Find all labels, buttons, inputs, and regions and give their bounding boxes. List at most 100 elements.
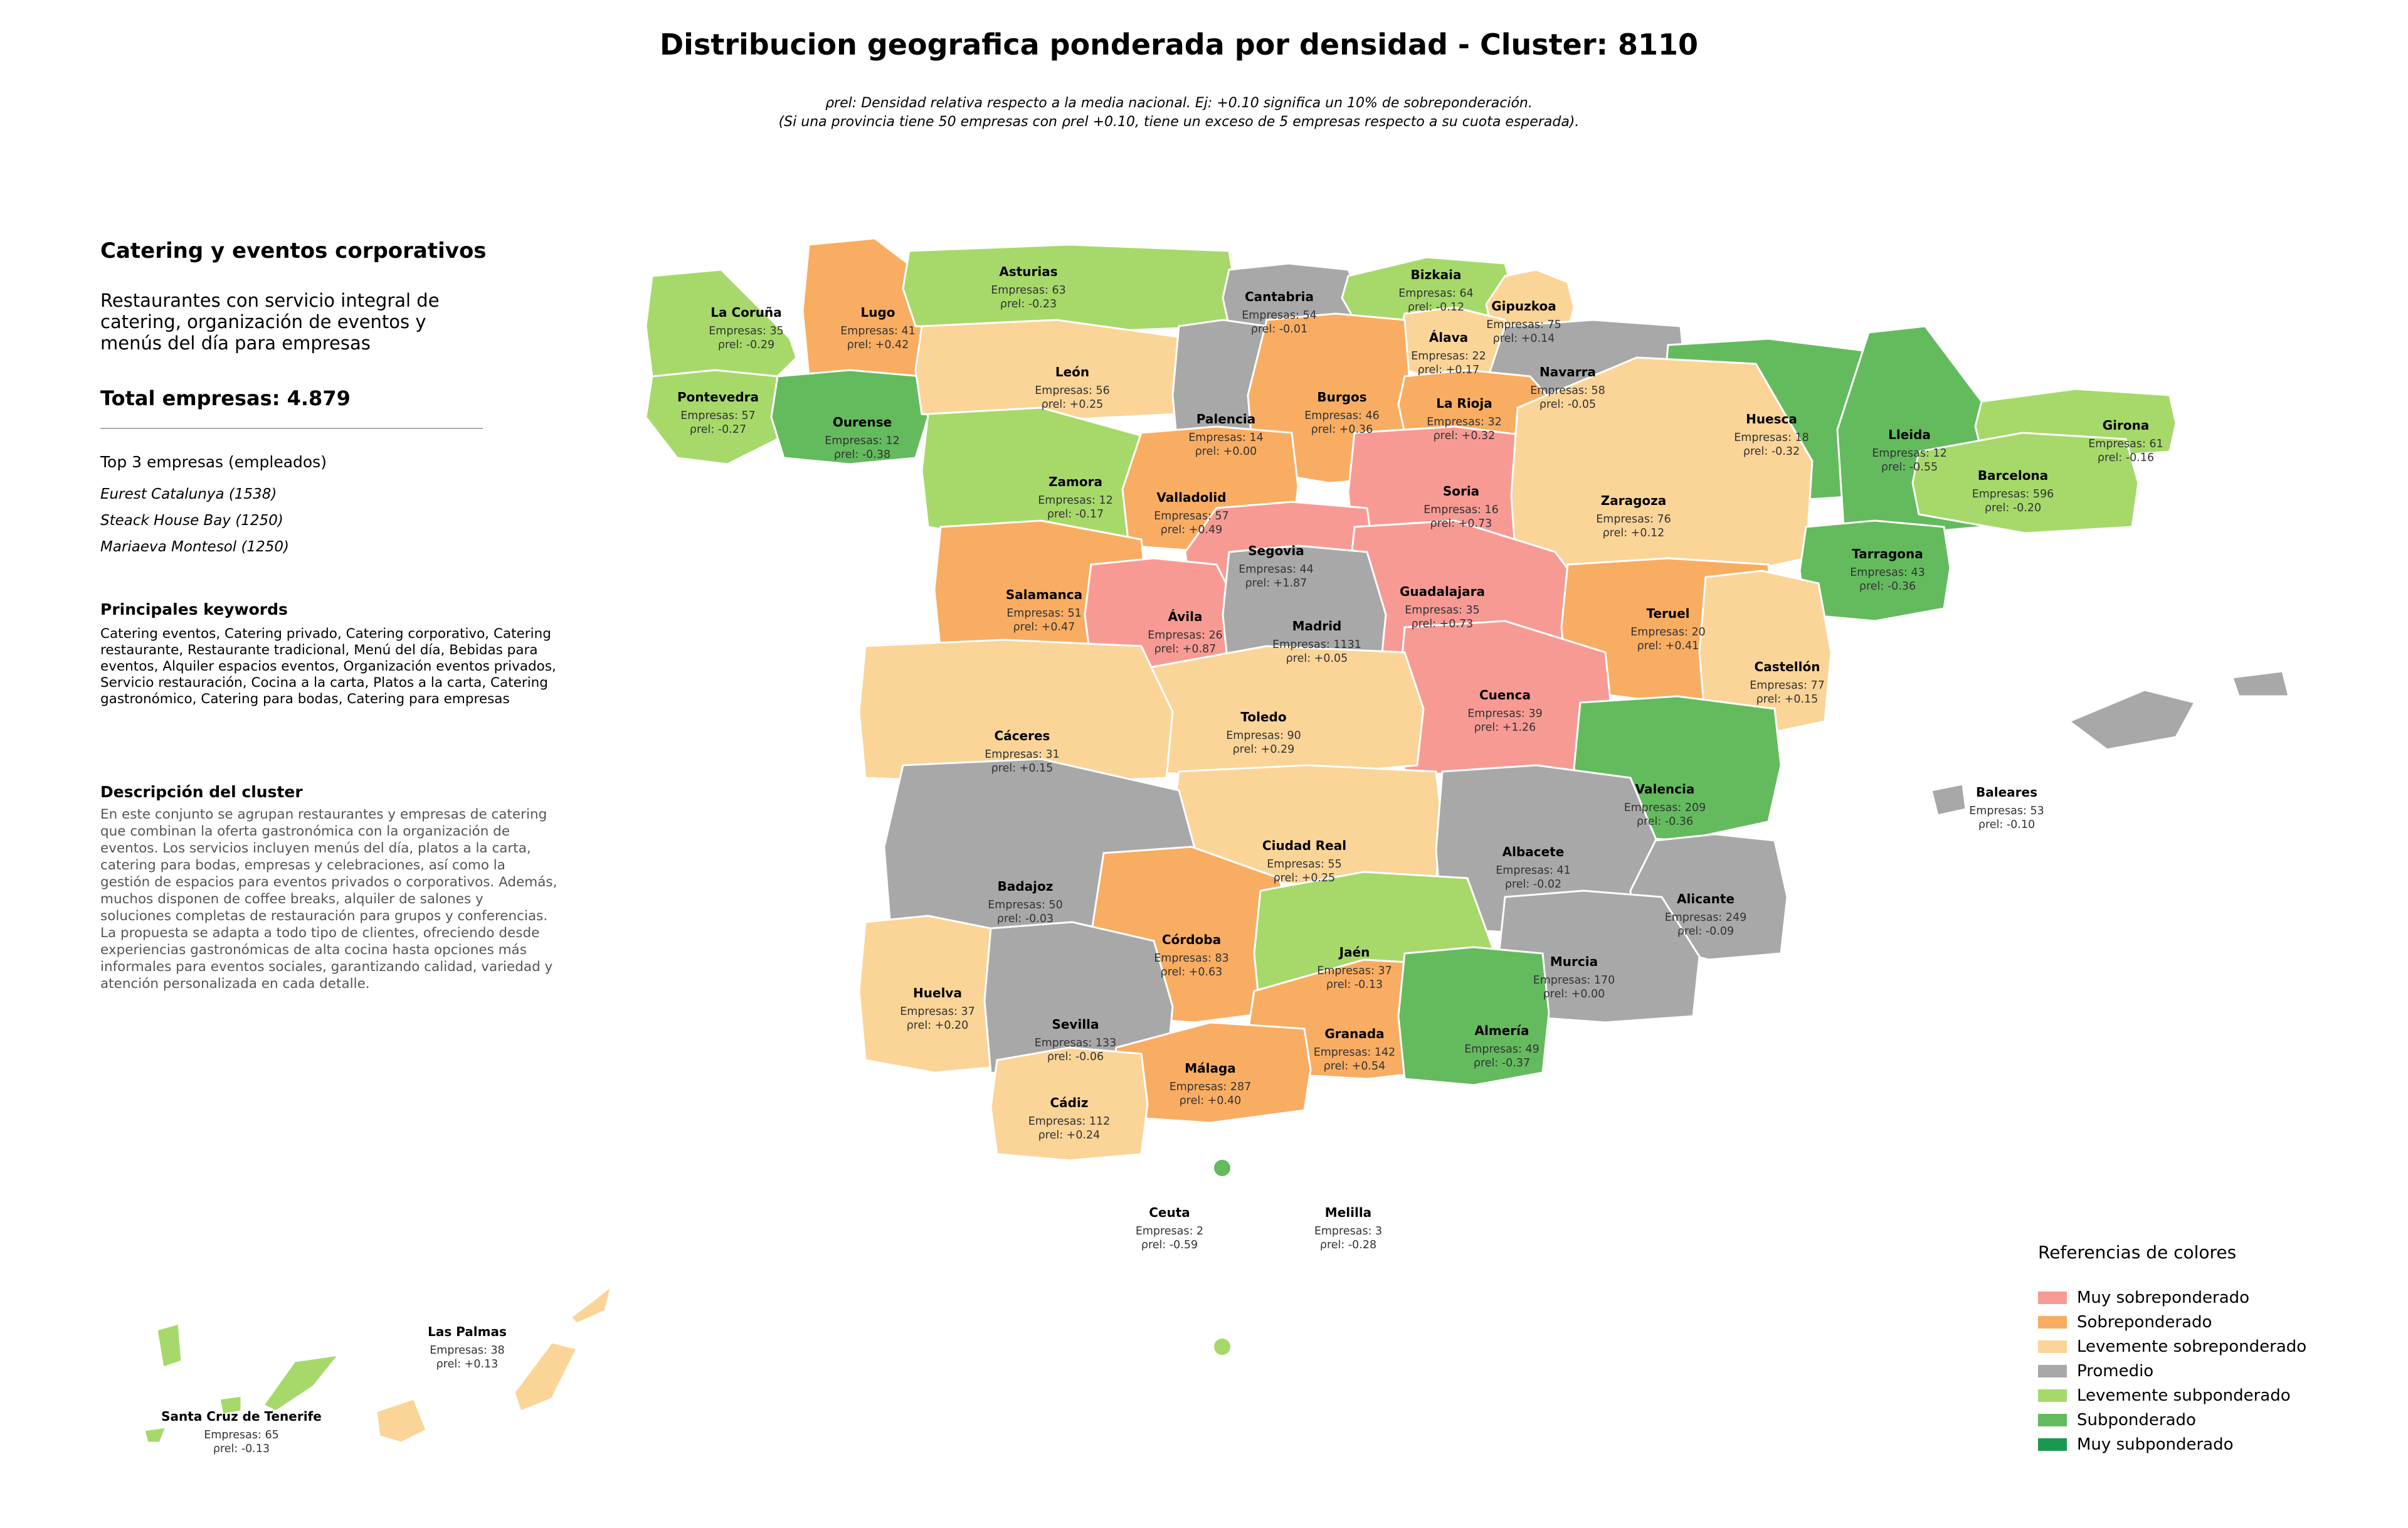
province-label: Cáceres	[995, 728, 1050, 743]
legend-label: Promedio	[2077, 1361, 2154, 1381]
province-empresas: Empresas: 56	[1035, 385, 1109, 397]
province-empresas: Empresas: 77	[1750, 679, 1824, 692]
province-empresas: Empresas: 49	[1464, 1043, 1539, 1056]
province-empresas: Empresas: 12	[1872, 447, 1946, 460]
province-empresas: Empresas: 37	[1317, 965, 1391, 977]
province-label: Pontevedra	[677, 390, 759, 405]
province-empresas: Empresas: 14	[1188, 432, 1263, 444]
province-rho: ρrel: -0.12	[1408, 301, 1464, 314]
province-rho: ρrel: -0.17	[1047, 508, 1104, 521]
province-shape	[1214, 1160, 1230, 1176]
province-rho: ρrel: -0.13	[1326, 979, 1383, 991]
province-rho: ρrel: +0.14	[1493, 332, 1555, 345]
province-empresas: Empresas: 65	[204, 1429, 278, 1441]
province-empresas: Empresas: 58	[1530, 385, 1605, 397]
province-label: Jaén	[1338, 945, 1370, 960]
province-rho: ρrel: +0.42	[847, 339, 909, 351]
province-rho: ρrel: +0.12	[1603, 527, 1665, 539]
province-rho: ρrel: +0.29	[1233, 743, 1295, 756]
province-rho: ρrel: +0.00	[1543, 988, 1605, 1000]
page-title: Distribucion geografica ponderada por de…	[660, 28, 1698, 61]
province-rho: ρrel: +0.13	[436, 1358, 499, 1371]
province-empresas: Empresas: 83	[1154, 952, 1228, 965]
province-label: León	[1055, 364, 1089, 379]
province-label: Ciudad Real	[1262, 838, 1346, 853]
province-rho: ρrel: -0.38	[834, 448, 890, 461]
province-shape	[2067, 689, 2197, 751]
legend-label: Levemente subponderado	[2077, 1386, 2291, 1405]
province-rho: ρrel: +0.40	[1180, 1095, 1242, 1107]
legend-label: Levemente sobreponderado	[2077, 1337, 2307, 1356]
legend-item: Muy sobreponderado	[2038, 1285, 2352, 1310]
province-rho: ρrel: +1.87	[1245, 577, 1307, 590]
legend-item: Levemente subponderado	[2038, 1383, 2352, 1408]
province-empresas: Empresas: 1131	[1272, 639, 1361, 651]
province-rho: ρrel: -0.13	[213, 1443, 270, 1455]
province-empresas: Empresas: 38	[430, 1344, 504, 1357]
province-empresas: Empresas: 2	[1136, 1225, 1203, 1238]
province-label: Burgos	[1317, 390, 1366, 405]
province-label: Madrid	[1292, 618, 1342, 634]
province-label: Huesca	[1746, 411, 1797, 427]
province-rho: ρrel: +0.54	[1324, 1060, 1386, 1073]
cluster-sidebar: Catering y eventos corporativos Restaura…	[100, 238, 557, 992]
province-empresas: Empresas: 596	[1972, 488, 2054, 501]
province-empresas: Empresas: 12	[1038, 494, 1112, 507]
province-shape	[218, 1394, 243, 1416]
cluster-short-description: Restaurantes con servicio integral de ca…	[100, 290, 440, 354]
province-rho: ρrel: -0.36	[1637, 815, 1693, 828]
province-empresas: Empresas: 63	[991, 284, 1065, 297]
province-label: Tarragona	[1852, 546, 1923, 561]
province-rho: ρrel: +0.24	[1038, 1129, 1101, 1142]
province-shape	[569, 1283, 613, 1325]
province-empresas: Empresas: 20	[1630, 626, 1705, 639]
province-label: Castellón	[1755, 659, 1820, 674]
province-empresas: Empresas: 53	[1969, 805, 2044, 817]
province-empresas: Empresas: 32	[1427, 416, 1501, 428]
total-companies: Total empresas: 4.879	[100, 386, 351, 410]
province-label: Alicante	[1677, 891, 1735, 906]
province-rho: ρrel: +0.25	[1042, 398, 1104, 411]
province-empresas: Empresas: 22	[1411, 350, 1486, 363]
legend-item: Subponderado	[2038, 1408, 2352, 1432]
province-empresas: Empresas: 31	[985, 748, 1059, 761]
province-rho: ρrel: -0.27	[690, 423, 746, 436]
province-rho: ρrel: -0.32	[1743, 445, 1800, 458]
province-label: Gipuzkoa	[1491, 299, 1556, 314]
province-label: Asturias	[999, 264, 1057, 279]
province-rho: ρrel: -0.55	[1881, 461, 1938, 474]
province-empresas: Empresas: 57	[680, 410, 755, 422]
province-rho: ρrel: -0.03	[997, 913, 1054, 925]
province-label: La Rioja	[1436, 396, 1492, 411]
province-shape	[1698, 570, 1832, 735]
province-rho: ρrel: +0.20	[907, 1019, 969, 1032]
province-rho: ρrel: -0.36	[1859, 580, 1916, 593]
legend-swatch	[2038, 1315, 2067, 1329]
legend-item: Levemente sobreponderado	[2038, 1334, 2352, 1359]
legend-title: Referencias de colores	[2038, 1242, 2237, 1263]
province-empresas: Empresas: 26	[1148, 629, 1222, 642]
province-label: Badajoz	[998, 879, 1054, 894]
province-label: La Coruña	[710, 305, 781, 320]
province-shape	[1214, 1339, 1230, 1355]
province-label: Álava	[1429, 330, 1468, 345]
legend-swatch	[2038, 1438, 2067, 1451]
province-empresas: Empresas: 35	[1405, 604, 1479, 617]
province-empresas: Empresas: 54	[1242, 309, 1316, 322]
top-company-2: Steack House Bay (1250)	[100, 512, 283, 529]
province-label: Lugo	[860, 305, 895, 320]
legend-label: Sobreponderado	[2077, 1312, 2212, 1332]
province-rho: ρrel: +0.17	[1418, 364, 1480, 376]
province-rho: ρrel: -0.29	[718, 339, 774, 351]
province-empresas: Empresas: 57	[1154, 510, 1228, 523]
legend-swatch	[2038, 1291, 2067, 1304]
province-shape	[1397, 946, 1550, 1086]
province-empresas: Empresas: 16	[1423, 504, 1498, 516]
legend-label: Subponderado	[2077, 1410, 2196, 1430]
province-label: Cuenca	[1479, 687, 1531, 703]
province-label: Guadalajara	[1400, 584, 1485, 599]
province-empresas: Empresas: 249	[1665, 911, 1747, 924]
province-rho: ρrel: -0.37	[1474, 1057, 1530, 1069]
description-text: En este conjunto se agrupan restaurantes…	[100, 807, 557, 992]
province-label: Ceuta	[1149, 1205, 1190, 1220]
